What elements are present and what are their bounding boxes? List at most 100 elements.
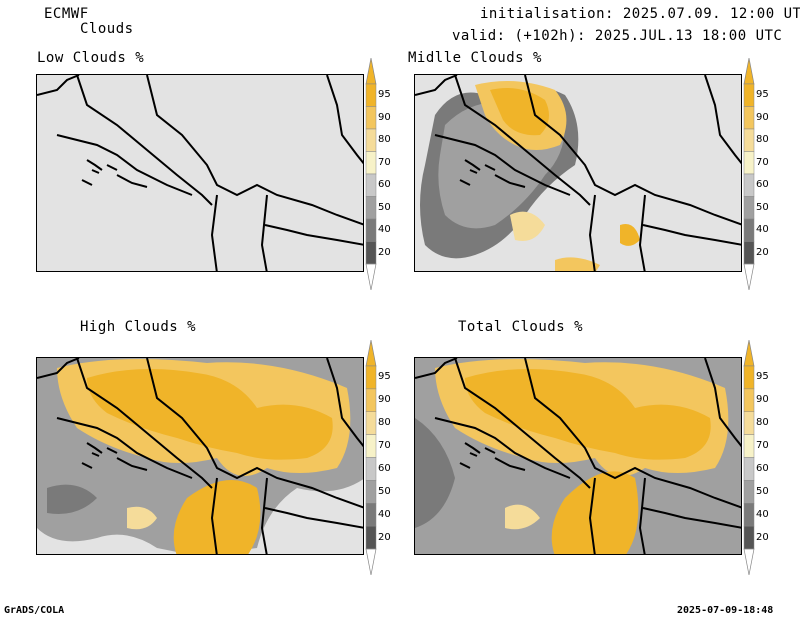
colorbar-segment [365,411,377,435]
colorbar-segment [365,83,377,107]
colorbar-label: 90 [756,111,769,123]
colorbar-segment [743,173,755,197]
colorbar-label: 95 [378,371,391,383]
colorbar-segment [365,151,377,175]
colorbar-label: 95 [378,89,391,101]
parameter-name: Clouds [80,21,134,37]
borders [415,358,741,554]
colorbar-label: 70 [756,156,769,168]
colorbar-segment [743,457,755,481]
valid-time: valid: (+102h): 2025.JUL.13 18:00 UTC [452,28,783,44]
panel-title-total: Total Clouds % [458,319,584,335]
colorbar-segment [743,480,755,504]
colorbar-label: 70 [756,440,769,452]
colorbar-segment [365,218,377,242]
cloud-fields [415,358,741,554]
cloud-fields [37,358,363,554]
colorbar: 95 90 80 70 60 50 40 20 [742,58,792,290]
colorbar: 95 90 80 70 60 50 40 20 [364,340,414,575]
map-total-clouds-svg [415,358,741,554]
colorbar-label: 70 [378,440,391,452]
footer-timestamp: 2025-07-09-18:48 [677,605,774,616]
colorbar-label: 90 [378,111,391,123]
borders [37,75,363,271]
colorbar-top-cap [365,340,377,367]
cloud-fields [420,81,640,271]
map-low-clouds [36,74,364,272]
colorbar-segment [743,434,755,458]
colorbar-segment [365,525,377,550]
map-high-clouds-svg [37,358,363,554]
colorbar-segment [365,365,377,390]
colorbar-label: 80 [756,134,769,146]
colorbar-label: 40 [756,508,769,520]
map-total-clouds [414,357,742,555]
colorbar-label: 90 [378,394,391,406]
map-middle-clouds-svg [415,75,741,271]
colorbar-label: 80 [756,417,769,429]
colorbar-top-cap [365,58,377,85]
colorbar-label: 60 [378,179,391,191]
colorbar-label: 40 [378,224,391,236]
colorbar-label: 80 [378,417,391,429]
initialisation-time: initialisation: 2025.07.09. 12:00 UTC [480,6,800,22]
colorbar-bottom-cap [365,263,377,290]
colorbar-segment [365,503,377,527]
colorbar-segment [743,83,755,107]
colorbar-segment [365,388,377,412]
colorbar-segment [365,434,377,458]
colorbar-segment [743,106,755,130]
borders [415,75,741,271]
colorbar-segment [743,218,755,242]
colorbar-label: 40 [756,224,769,236]
colorbar-segment [365,241,377,265]
colorbar-bottom-cap [743,263,755,290]
colorbar-label: 60 [756,179,769,191]
colorbar-segment [743,365,755,390]
colorbar-segment [743,241,755,265]
colorbar-label: 20 [756,531,769,543]
colorbar-label: 20 [378,531,391,543]
colorbar-graphic [365,58,377,290]
colorbar-bottom-cap [743,548,755,575]
map-low-clouds-svg [37,75,363,271]
colorbar-label: 20 [756,246,769,258]
colorbar-segment [743,411,755,435]
map-middle-clouds [414,74,742,272]
colorbar-label: 70 [378,156,391,168]
colorbar-bottom-cap [365,548,377,575]
colorbar-label: 95 [756,371,769,383]
colorbar-segment [365,480,377,504]
colorbar-segment [365,196,377,220]
colorbar-label: 20 [378,246,391,258]
colorbar-segment [743,525,755,550]
colorbar-segment [365,457,377,481]
colorbar-segment [743,128,755,152]
colorbar-graphic [743,58,755,290]
colorbar-label: 80 [378,134,391,146]
model-name: ECMWF [44,6,89,22]
colorbar-segment [743,388,755,412]
colorbar-label: 60 [378,462,391,474]
colorbar-label: 50 [756,485,769,497]
colorbar-label: 50 [756,201,769,213]
colorbar: 95 90 80 70 60 50 40 20 [364,58,414,290]
colorbar-label: 90 [756,394,769,406]
colorbar-top-cap [743,58,755,85]
borders [37,358,363,554]
footer-software: GrADS/COLA [4,605,65,616]
colorbar-segment [743,196,755,220]
colorbar-top-cap [743,340,755,367]
colorbar-label: 50 [378,201,391,213]
colorbar-graphic [365,340,377,575]
colorbar-segment [743,151,755,175]
colorbar: 95 90 80 70 60 50 40 20 [742,340,792,575]
colorbar-label: 50 [378,485,391,497]
colorbar-label: 60 [756,462,769,474]
colorbar-segment [743,503,755,527]
colorbar-segment [365,173,377,197]
panel-title-middle: Midlle Clouds % [408,50,542,66]
panel-title-high: High Clouds % [80,319,197,335]
colorbar-label: 40 [378,508,391,520]
colorbar-label: 95 [756,89,769,101]
